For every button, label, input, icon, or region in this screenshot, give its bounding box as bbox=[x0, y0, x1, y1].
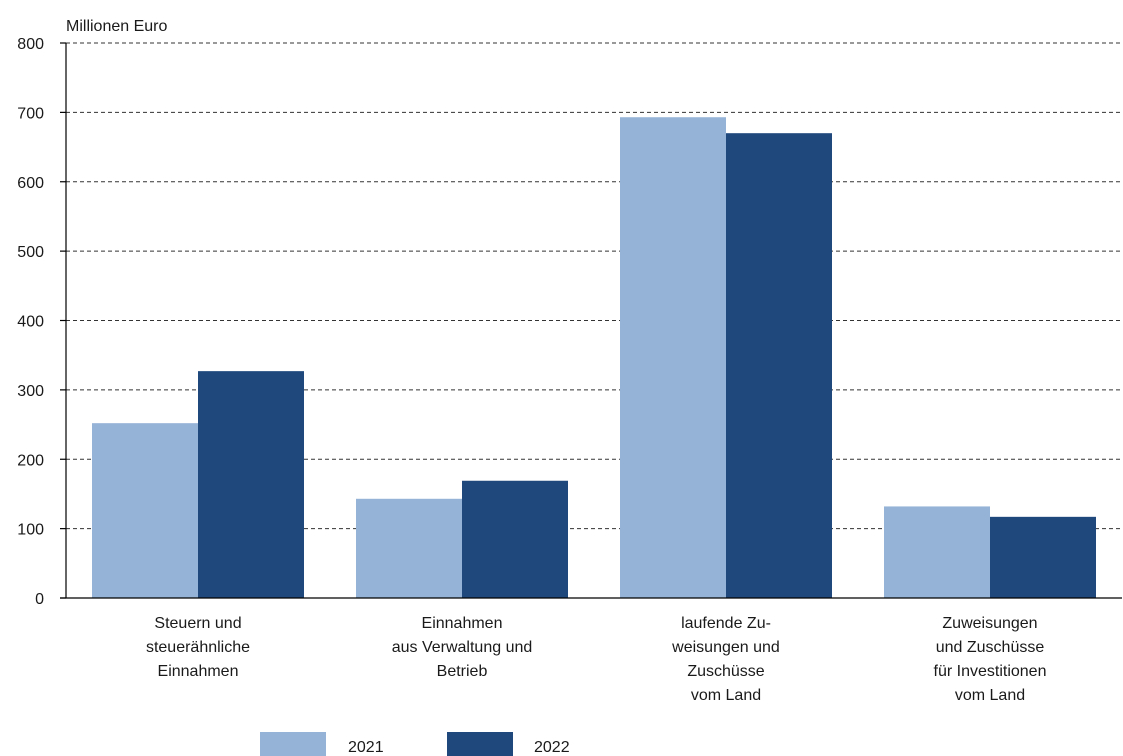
bar-2022-2 bbox=[462, 480, 568, 598]
y-tick-label: 800 bbox=[17, 36, 44, 53]
bar-2021-3 bbox=[620, 117, 726, 598]
category-label: vom Land bbox=[955, 687, 1025, 704]
bars bbox=[92, 117, 1096, 598]
category-label: laufende Zu- bbox=[681, 615, 771, 632]
category-label: für Investitionen bbox=[934, 663, 1047, 680]
bar-2022-1 bbox=[198, 371, 304, 598]
bar-2021-4 bbox=[884, 506, 990, 598]
category-labels: Steuern und steuerähnliche Einnahmen Einnah… bbox=[146, 615, 1047, 704]
y-tick-labels: 0 100 200 300 400 500 600 700 800 bbox=[17, 36, 66, 608]
category-label: steuerähnliche bbox=[146, 639, 250, 656]
y-tick-label: 100 bbox=[17, 522, 44, 539]
category-label: aus Verwaltung und bbox=[392, 639, 533, 656]
bar-2022-3 bbox=[726, 133, 832, 598]
category-label: vom Land bbox=[691, 687, 761, 704]
legend: 2021 2022 bbox=[260, 732, 570, 756]
category-label: und Zuschüsse bbox=[936, 639, 1045, 656]
category-label: Einnahmen bbox=[422, 615, 503, 632]
category-label: Betrieb bbox=[437, 663, 488, 680]
category-label: Steuern und bbox=[154, 615, 241, 632]
category-label: Zuweisungen bbox=[942, 615, 1037, 632]
y-tick-label: 200 bbox=[17, 452, 44, 469]
y-tick-label: 400 bbox=[17, 314, 44, 331]
y-tick-label: 700 bbox=[17, 105, 44, 122]
y-tick-label: 300 bbox=[17, 383, 44, 400]
y-tick-label: 600 bbox=[17, 175, 44, 192]
bar-2021-1 bbox=[92, 423, 198, 598]
category-label: Einnahmen bbox=[158, 663, 239, 680]
bar-2022-4 bbox=[990, 516, 1096, 598]
y-tick-label: 0 bbox=[35, 591, 44, 608]
bar-2021-2 bbox=[356, 498, 462, 598]
y-axis-unit-label: Millionen Euro bbox=[66, 18, 167, 35]
legend-label-2021: 2021 bbox=[348, 739, 384, 756]
legend-swatch-2021 bbox=[260, 732, 326, 756]
category-label: weisungen und bbox=[671, 639, 780, 656]
category-label: Zuschüsse bbox=[687, 663, 764, 680]
y-tick-label: 500 bbox=[17, 244, 44, 261]
legend-swatch-2022 bbox=[447, 732, 513, 756]
legend-label-2022: 2022 bbox=[534, 739, 570, 756]
